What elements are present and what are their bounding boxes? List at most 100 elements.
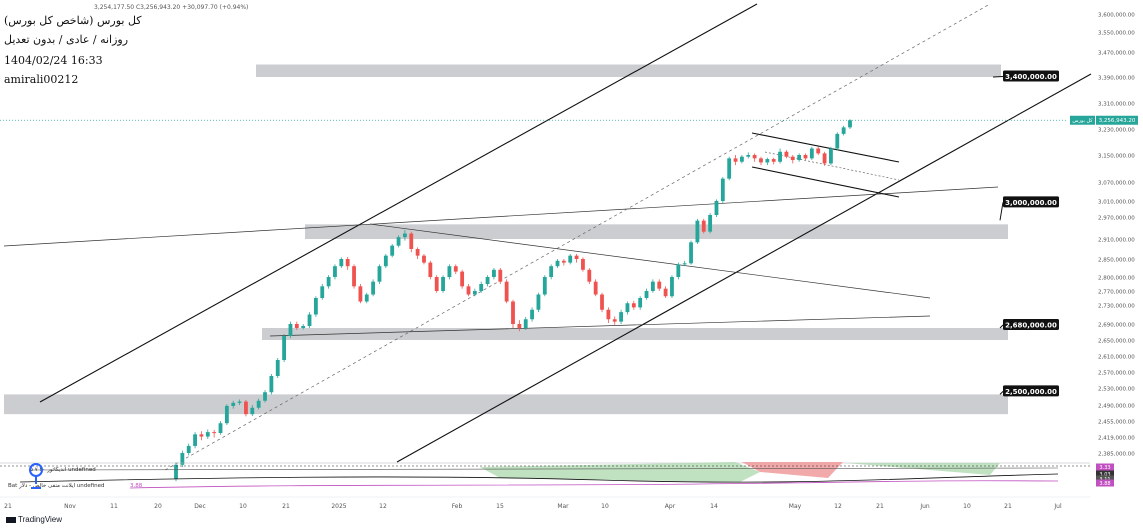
candle-body [638,298,643,308]
x-tick-label: 21 [1004,503,1012,510]
candle-body [848,120,852,128]
x-tick-label: May [789,503,802,510]
candle-body [549,266,554,277]
candle-body [523,319,528,328]
candle-body [205,432,210,437]
x-tick-label: 10 [963,503,971,510]
indicator-green-area-2 [845,463,1000,475]
candle-body [593,281,598,295]
candle-body [759,158,763,163]
y-tick-label: 2,970,000.00 [1098,216,1135,222]
y-axis[interactable]: 3,600,000.00 3,550,000.00 3,470,000.00 3,39… [1070,13,1138,458]
candle-body [771,159,776,162]
price-zone [4,394,1008,415]
support-resistance-zones: 3,400,000.00 3,000,000.00 2,680,000.00 2,50… [4,64,1059,415]
indicator-badge [1096,479,1114,487]
candle-body [326,277,331,287]
candle-body [600,294,604,310]
trend-line [764,151,900,181]
candle-body [231,402,236,406]
y-tick-label: 2,730,000.00 [1098,304,1135,310]
candle-body [816,148,821,154]
zone-label: 3,000,000.00 [1005,199,1057,207]
candle-body [333,266,337,277]
indicator-badge-label: 3.03 [1099,472,1110,478]
candle-body [682,263,687,265]
current-price-name: کل بورس [1072,118,1093,124]
zone-label-box [1003,385,1059,397]
candle-body [237,401,242,403]
x-tick-label: 12 [379,503,387,510]
candle-body [498,269,503,282]
candle-body [415,249,420,256]
candle-body [428,262,433,277]
x-tick-label: 14 [710,503,718,510]
candle-body [472,291,477,295]
candle-body [752,155,757,159]
candle-body [275,360,280,376]
candle-body [269,376,274,393]
candle-body [809,148,814,159]
indicator-badge [1096,475,1114,483]
author-name: amirali00212 [4,73,79,86]
trend-line [751,132,900,163]
indicator-badge [1096,470,1114,478]
y-tick-label: 2,570,000.00 [1098,371,1135,377]
candle-body [352,266,356,287]
zone-label-box [1003,319,1059,330]
trend-line [39,3,758,403]
candle-body [288,324,293,336]
candle-body [466,286,471,295]
candle-body [409,233,414,249]
y-tick-label: 2,490,000.00 [1098,404,1135,410]
price-zone [305,224,1008,239]
candle-body [778,151,782,162]
x-tick-label: 20 [154,503,162,510]
candle-body [434,277,439,291]
candle-body [727,158,732,179]
candle-body [447,266,452,277]
x-tick-label: Apr [665,503,676,510]
y-tick-label: 2,419,000.00 [1098,436,1135,442]
y-tick-label: 2,610,000.00 [1098,355,1135,361]
zone-label: 2,500,000.00 [1005,388,1057,396]
candle-body [670,277,674,297]
x-tick-label: 2025 [331,503,346,510]
candle-body [479,284,484,291]
candle-body [224,405,229,424]
candle-body [485,277,490,284]
candle-body [657,281,662,289]
indicator-red-area [742,462,843,478]
candle-body [218,423,223,433]
candle-body [186,445,191,453]
candle-body [822,153,827,164]
candle-body [256,400,261,408]
indicator-badge-label: 3.88 [1099,481,1110,487]
candle-body [784,151,789,157]
zone-label-pointer [992,76,1004,78]
candle-body [568,255,573,263]
candle-body [345,259,350,267]
candle-body [739,156,744,162]
candle-body [390,245,395,256]
y-tick-label: 2,530,000.00 [1098,387,1135,393]
x-tick-label: 10 [239,503,247,510]
x-axis[interactable]: 21 Nov 11 20 Dec 10 21 2025 12 Feb 15 Mar 10 Apr 14 May… [0,496,1090,510]
zone-label-box [1003,196,1059,208]
x-tick-label: 21 [4,503,12,510]
candle-body [835,133,840,149]
candle-body [663,288,668,297]
zone-label-box [1003,70,1059,82]
price-zone [262,328,1008,340]
candle-body [714,201,719,215]
candle-body [650,281,655,291]
current-price-name-box [1070,115,1095,125]
y-tick-label: 3,470,000.00 [1098,51,1135,57]
candle-body [364,294,369,302]
candle-body [746,155,751,157]
chart-datetime: 1404/02/24 16:33 [4,54,103,67]
trend-line [269,315,931,337]
candle-body [733,158,738,162]
indicator-legend-1: ﺍﻧﺪﯾﮑﺎﺗﻮﺭ ۲۰ ۷ ۵ undefined [30,466,96,473]
